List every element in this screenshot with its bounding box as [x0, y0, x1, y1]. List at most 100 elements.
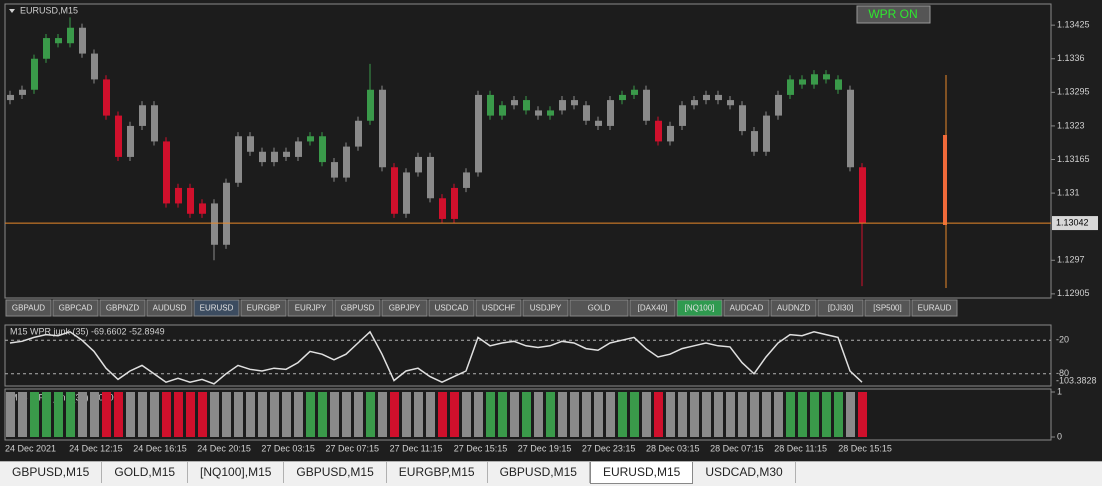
candle-body [763, 115, 770, 152]
symbol-button-label[interactable]: EURUSD [200, 304, 234, 313]
histogram-bar [594, 392, 603, 437]
chart-tab[interactable]: [NQ100],M15 [188, 462, 285, 483]
histogram-title: M15 WPR junk (35) 1.0000 [10, 392, 119, 402]
symbol-button-label[interactable]: AUDNZD [777, 304, 811, 313]
histogram-bar [426, 392, 435, 437]
symbol-button[interactable] [723, 299, 770, 317]
wpr-bottom-label: -103.3828 [1056, 375, 1097, 385]
candle-body [727, 100, 734, 106]
symbol-button[interactable] [475, 299, 522, 317]
symbol-button[interactable] [569, 299, 629, 317]
x-tick-label: 24 Dec 12:15 [69, 443, 123, 453]
histogram-bar [846, 392, 855, 437]
x-tick-label: 27 Dec 23:15 [582, 443, 636, 453]
chart-tab[interactable]: EURGBP,M15 [387, 462, 488, 483]
symbol-button[interactable] [522, 299, 569, 317]
symbol-button-label[interactable]: [DJI30] [828, 304, 853, 313]
symbol-button[interactable] [193, 299, 240, 317]
symbol-button-label[interactable]: EURAUD [918, 304, 952, 313]
y-tick-label: 1.131 [1057, 187, 1080, 197]
histogram-bar [510, 392, 519, 437]
symbol-button-label[interactable]: EURJPY [295, 304, 327, 313]
symbol-button-label[interactable]: USDCHF [482, 304, 515, 313]
chart-tab[interactable]: GOLD,M15 [102, 462, 189, 483]
symbol-button-label[interactable]: EURGBP [247, 304, 281, 313]
histogram-bar [714, 392, 723, 437]
symbol-button[interactable] [52, 299, 99, 317]
histogram-bar [66, 392, 75, 437]
symbol-button-label[interactable]: [SP500] [873, 304, 901, 313]
symbol-button-label[interactable]: GBPNZD [106, 304, 140, 313]
candle-body [859, 167, 866, 224]
symbol-button[interactable] [428, 299, 475, 317]
menu-arrow[interactable] [9, 9, 15, 13]
candle-body [823, 74, 830, 80]
histogram-bar [438, 392, 447, 437]
symbol-button-label[interactable]: GBPJPY [389, 304, 421, 313]
symbol-button[interactable] [240, 299, 287, 317]
symbol-button[interactable] [334, 299, 381, 317]
symbol-button-label[interactable]: [NQ100] [685, 304, 715, 313]
candle-body [547, 110, 554, 116]
symbol-button[interactable] [864, 299, 911, 317]
histogram-bar [738, 392, 747, 437]
histogram-bar [858, 392, 867, 437]
symbol-button[interactable] [911, 299, 958, 317]
symbol-button[interactable] [99, 299, 146, 317]
symbol-button[interactable] [287, 299, 334, 317]
chart-tab[interactable]: GBPUSD,M15 [488, 462, 590, 483]
candle-body [427, 156, 434, 199]
y-tick-label: 1.1336 [1057, 53, 1085, 63]
histogram-bar [126, 392, 135, 437]
symbol-button-label[interactable]: GBPCAD [59, 304, 93, 313]
x-tick-label: 27 Dec 11:15 [390, 443, 443, 453]
symbol-button-label[interactable]: USDJPY [530, 304, 562, 313]
candle-body [571, 100, 578, 106]
candle-body [283, 151, 290, 157]
chart-tab[interactable]: EURUSD,M15 [589, 462, 694, 484]
symbol-button[interactable] [381, 299, 428, 317]
chart-tab[interactable]: USDCAD,M30 [693, 462, 796, 483]
histogram-bar [54, 392, 63, 437]
histogram-bar [618, 392, 627, 437]
candle-body [559, 100, 566, 111]
histogram-bar [90, 392, 99, 437]
candle-body [355, 120, 362, 147]
histogram-bar [654, 392, 663, 437]
symbol-button-label[interactable]: GBPAUD [12, 304, 45, 313]
y-tick-label: 1.1297 [1057, 255, 1085, 265]
candle-body [331, 162, 338, 178]
main-pane [4, 3, 1052, 299]
histogram-bar [402, 392, 411, 437]
symbol-button[interactable] [146, 299, 193, 317]
candle-body [115, 115, 122, 157]
symbol-button[interactable] [770, 299, 817, 317]
candle-body [43, 38, 50, 59]
candle-body [487, 94, 494, 116]
wpr-button[interactable] [856, 5, 931, 24]
wpr-button-label[interactable]: WPR ON [868, 7, 917, 21]
symbol-button[interactable] [676, 299, 723, 317]
symbol-button-label[interactable]: AUDUSD [153, 304, 187, 313]
symbol-button-label[interactable]: AUDCAD [730, 304, 764, 313]
x-tick-label: 28 Dec 11:15 [774, 443, 827, 453]
symbol-button[interactable] [5, 299, 52, 317]
symbol-button-label[interactable]: GOLD [588, 304, 611, 313]
histogram-bar [798, 392, 807, 437]
chart-tab[interactable]: GBPUSD,M15 [0, 462, 103, 483]
marker-bar [943, 135, 947, 225]
candle-body [667, 125, 674, 142]
chart-tab[interactable]: GBPUSD,M15 [284, 462, 387, 483]
symbol-button-label[interactable]: GBPUSD [341, 304, 375, 313]
symbol-button[interactable] [817, 299, 864, 317]
symbol-button-label[interactable]: [DAX40] [638, 304, 668, 313]
candle-body [799, 79, 806, 85]
histogram-bar [678, 392, 687, 437]
candle-body [631, 89, 638, 95]
histogram-bar [762, 392, 771, 437]
last-price-label: 1.13042 [1056, 217, 1089, 227]
symbol-button[interactable] [629, 299, 676, 317]
symbol-button-label[interactable]: USDCAD [435, 304, 469, 313]
candle-body [511, 100, 518, 106]
histogram-bar [474, 392, 483, 437]
